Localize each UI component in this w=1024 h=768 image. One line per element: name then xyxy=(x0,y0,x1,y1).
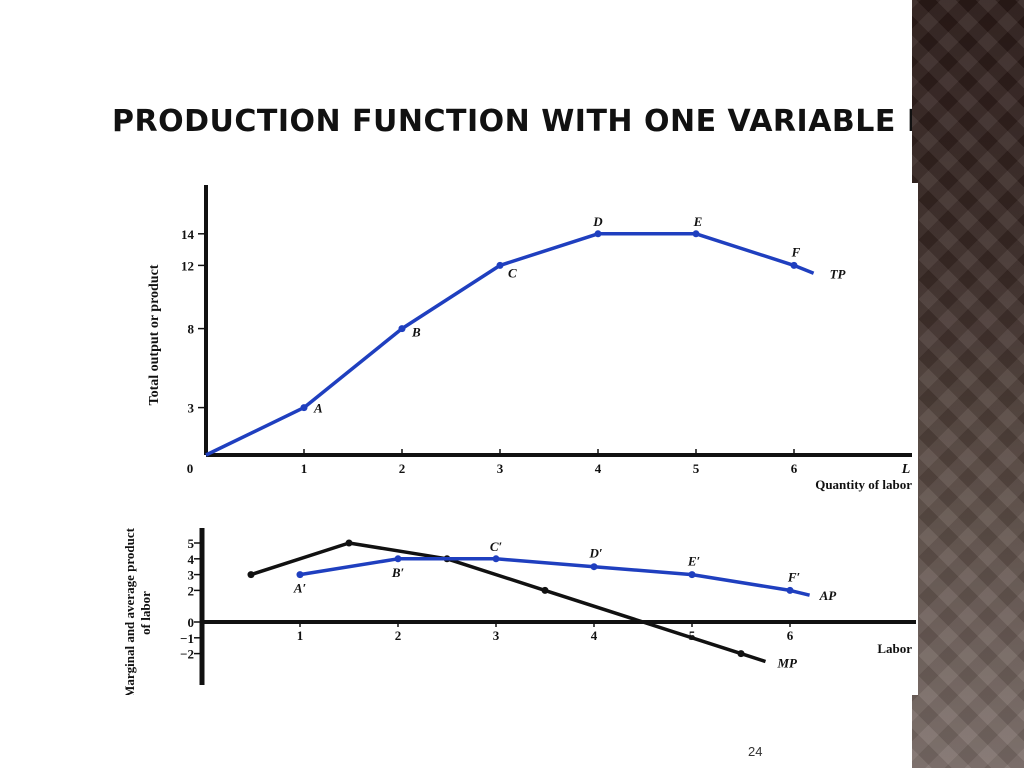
tp-point-label: A xyxy=(313,401,323,416)
y-tick-label: 5 xyxy=(188,536,195,551)
ap-point-label: B′ xyxy=(391,565,405,580)
y-tick-label: 0 xyxy=(188,615,195,630)
page-number: 24 xyxy=(748,744,763,759)
slide-title: PRODUCTION FUNCTION WITH ONE VARIABLE IN… xyxy=(112,104,1013,139)
tp-point-c xyxy=(496,261,504,269)
x-tick-label: 3 xyxy=(497,461,504,476)
x-tick-label: 6 xyxy=(787,628,794,643)
y-tick-label: −2 xyxy=(180,647,194,662)
origin-label: 0 xyxy=(187,461,194,476)
tp-point-label: B xyxy=(411,325,421,340)
x-axis-symbol: L xyxy=(901,462,911,477)
y-axis-label-line: of labor xyxy=(138,591,153,635)
tp-line xyxy=(205,232,815,457)
tp-point-label: F xyxy=(791,244,801,259)
tp-point-f xyxy=(790,261,798,269)
tp-series-label: TP xyxy=(830,266,847,281)
ap-point xyxy=(394,555,402,563)
ap-point xyxy=(786,586,794,594)
y-tick-label: 4 xyxy=(188,552,195,567)
x-tick-label: 5 xyxy=(693,461,700,476)
chart-panel: 1 2 3 4 5 6 3 8 12 14 0 L Quantity of labor Total out… xyxy=(110,183,918,698)
x-tick-label: 5 xyxy=(689,628,696,643)
tp-point-label: C xyxy=(508,265,517,280)
x-tick-label: 3 xyxy=(493,628,500,643)
ap-point-label: A′ xyxy=(293,581,307,596)
y-tick-label: 3 xyxy=(188,401,195,416)
y-tick-label: 3 xyxy=(188,568,195,583)
ap-point-label: F′ xyxy=(787,569,801,584)
tp-point-d xyxy=(594,230,602,238)
y-axis-label-line: Marginal and average product xyxy=(122,527,137,695)
ap-point xyxy=(590,563,598,571)
mp-series-label: MP xyxy=(777,656,799,671)
mp-point xyxy=(247,571,255,579)
x-tick-label: 2 xyxy=(399,461,406,476)
y-axis-label: Marginal and average productof labor xyxy=(122,527,153,695)
ap-point-label: E′ xyxy=(687,554,701,569)
tp-point-a xyxy=(300,404,308,412)
ap-line xyxy=(299,557,811,597)
tp-point-label: D xyxy=(592,214,603,229)
x-tick-label: 2 xyxy=(395,628,402,643)
ap-point-label: C′ xyxy=(490,539,503,554)
y-tick-label: 2 xyxy=(188,583,195,598)
mp-point xyxy=(345,539,353,547)
y-tick-label: 12 xyxy=(181,258,194,273)
ap-point xyxy=(492,555,500,563)
mp-point xyxy=(541,586,549,594)
ap-point xyxy=(296,571,304,579)
x-tick-label: 4 xyxy=(591,628,598,643)
ap-point-label: D′ xyxy=(588,546,602,561)
mp-line xyxy=(250,541,767,664)
decorative-side-strip xyxy=(912,0,1024,768)
x-tick-label: 4 xyxy=(595,461,602,476)
x-tick-label: 1 xyxy=(297,628,304,643)
ap-point xyxy=(688,571,696,579)
x-tick-label: 6 xyxy=(791,461,798,476)
ap-series-label: AP xyxy=(819,588,838,603)
x-tick-label: 1 xyxy=(301,461,308,476)
y-axis-label: Total output or product xyxy=(147,264,162,405)
y-tick-label: 8 xyxy=(188,322,195,337)
tp-point-e xyxy=(692,230,700,238)
tp-point-label: E xyxy=(693,214,703,229)
x-axis-label: Quantity of labor xyxy=(815,477,912,492)
y-tick-label: 14 xyxy=(181,227,195,242)
y-tick-label: −1 xyxy=(180,631,194,646)
tp-point-b xyxy=(398,325,406,333)
x-axis-label: Labor xyxy=(877,641,912,656)
mp-point xyxy=(737,650,745,658)
